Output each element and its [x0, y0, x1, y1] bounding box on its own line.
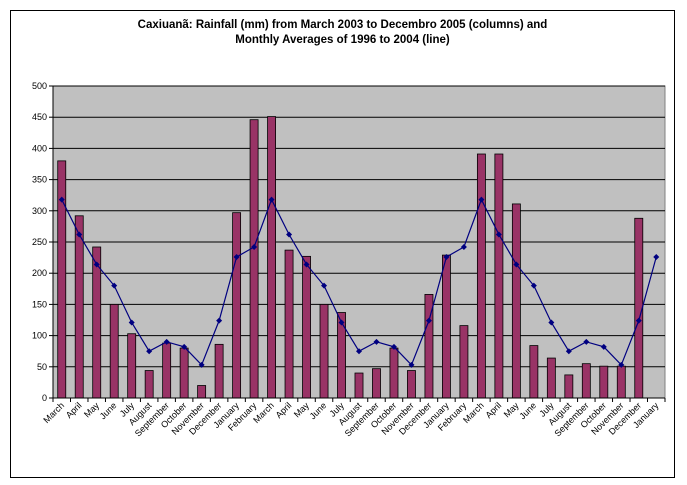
gridlines: [53, 85, 665, 368]
y-axis-ticks: 0 50 100 150 200 250 300 350 400 450 500: [32, 81, 53, 403]
y-tick-label: 200: [32, 268, 47, 278]
x-tick-label: March: [41, 400, 66, 425]
average-point-marker: [251, 243, 258, 250]
rainfall-bar: [494, 153, 504, 399]
average-point-marker: [233, 253, 240, 260]
average-point-marker: [460, 243, 467, 250]
average-point-marker: [583, 338, 590, 345]
average-point-marker: [356, 348, 362, 355]
average-point-marker: [530, 282, 537, 289]
x-tick-label: May: [292, 400, 311, 419]
average-point-marker: [163, 338, 170, 345]
average-point-marker: [478, 196, 485, 203]
rainfall-bar: [459, 325, 469, 399]
average-point-marker: [286, 231, 293, 238]
rainfall-bar: [284, 249, 294, 399]
rainfall-bar: [616, 365, 626, 399]
average-point-marker: [321, 282, 328, 289]
rainfall-bar: [476, 153, 486, 399]
rainfall-bar: [599, 365, 609, 399]
chart-title: Caxiuanã: Rainfall (mm) from March 2003 …: [20, 18, 665, 48]
x-tick-label: April: [483, 400, 503, 420]
average-point-marker: [216, 317, 223, 324]
x-tick-label: June: [98, 400, 119, 421]
rainfall-bar: [92, 246, 102, 399]
average-point-marker: [635, 317, 642, 324]
rainfall-bar: [249, 119, 259, 399]
rainfall-bar: [57, 160, 67, 399]
rainfall-bar: [144, 370, 154, 399]
average-point-marker: [268, 196, 275, 203]
average-point-marker: [425, 317, 432, 324]
rainfall-bar: [267, 116, 276, 399]
x-tick-label: May: [502, 400, 521, 419]
average-point-marker: [390, 343, 397, 350]
rainfall-bar: [372, 368, 381, 399]
average-point-marker: [653, 253, 660, 260]
rainfall-bar: [389, 347, 399, 399]
average-point-marker: [76, 231, 83, 238]
rainfall-bar: [529, 345, 539, 399]
rainfall-bar: [407, 370, 416, 399]
rainfall-bar: [564, 374, 574, 399]
rainfall-bar: [179, 347, 189, 399]
rainfall-bar: [214, 343, 224, 399]
average-point-marker: [600, 343, 607, 350]
rainfall-bar: [511, 203, 521, 399]
rainfall-bar: [74, 215, 84, 399]
average-point-marker: [338, 319, 345, 326]
average-point-marker: [58, 196, 65, 203]
rainfall-bar: [319, 303, 329, 399]
average-point-marker: [303, 261, 310, 268]
average-point-marker: [93, 261, 100, 268]
x-tick-label: April: [274, 400, 294, 420]
rainfall-bar: [302, 255, 311, 399]
y-tick-label: 400: [32, 143, 47, 153]
y-tick-label: 50: [37, 362, 47, 372]
y-tick-label: 300: [32, 206, 47, 216]
monthly-average-line: [58, 196, 660, 368]
average-point-marker: [146, 348, 153, 355]
average-point-marker: [181, 343, 188, 350]
average-point-marker: [618, 361, 625, 368]
average-point-marker: [495, 231, 502, 238]
average-point-marker: [565, 348, 572, 355]
rainfall-bar: [162, 342, 172, 399]
average-point-marker: [513, 261, 520, 268]
x-tick-label: May: [82, 400, 101, 419]
chart-title-line1: Caxiuanã: Rainfall (mm) from March 2003 …: [137, 19, 548, 31]
average-point-marker: [548, 319, 555, 326]
average-point-marker: [373, 338, 380, 345]
rainfall-bar: [197, 385, 207, 399]
average-point-marker: [408, 361, 415, 368]
rainfall-bar: [581, 363, 591, 399]
x-tick-label: June: [517, 400, 538, 421]
average-point-marker: [128, 319, 135, 326]
rainfall-bar: [127, 333, 137, 399]
rainfall-bar: [232, 212, 242, 399]
average-point-marker: [198, 361, 205, 368]
y-tick-label: 450: [32, 112, 47, 122]
chart-title-line2: Monthly Averages of 1996 to 2004 (line): [235, 34, 450, 46]
rainfall-bar: [354, 372, 364, 399]
average-point-marker: [443, 253, 450, 260]
average-point-marker: [111, 282, 118, 289]
rainfall-bar: [546, 357, 556, 399]
rainfall-bar: [109, 303, 119, 399]
x-tick-label: April: [64, 400, 84, 420]
y-tick-label: 150: [32, 299, 47, 309]
y-tick-label: 250: [32, 237, 47, 247]
y-tick-label: 350: [32, 175, 47, 185]
y-tick-label: 100: [32, 331, 47, 341]
y-tick-label: 500: [32, 81, 47, 91]
y-tick-label: 0: [42, 393, 47, 403]
x-tick-label: June: [308, 400, 329, 421]
rainfall-bar: [442, 254, 451, 399]
